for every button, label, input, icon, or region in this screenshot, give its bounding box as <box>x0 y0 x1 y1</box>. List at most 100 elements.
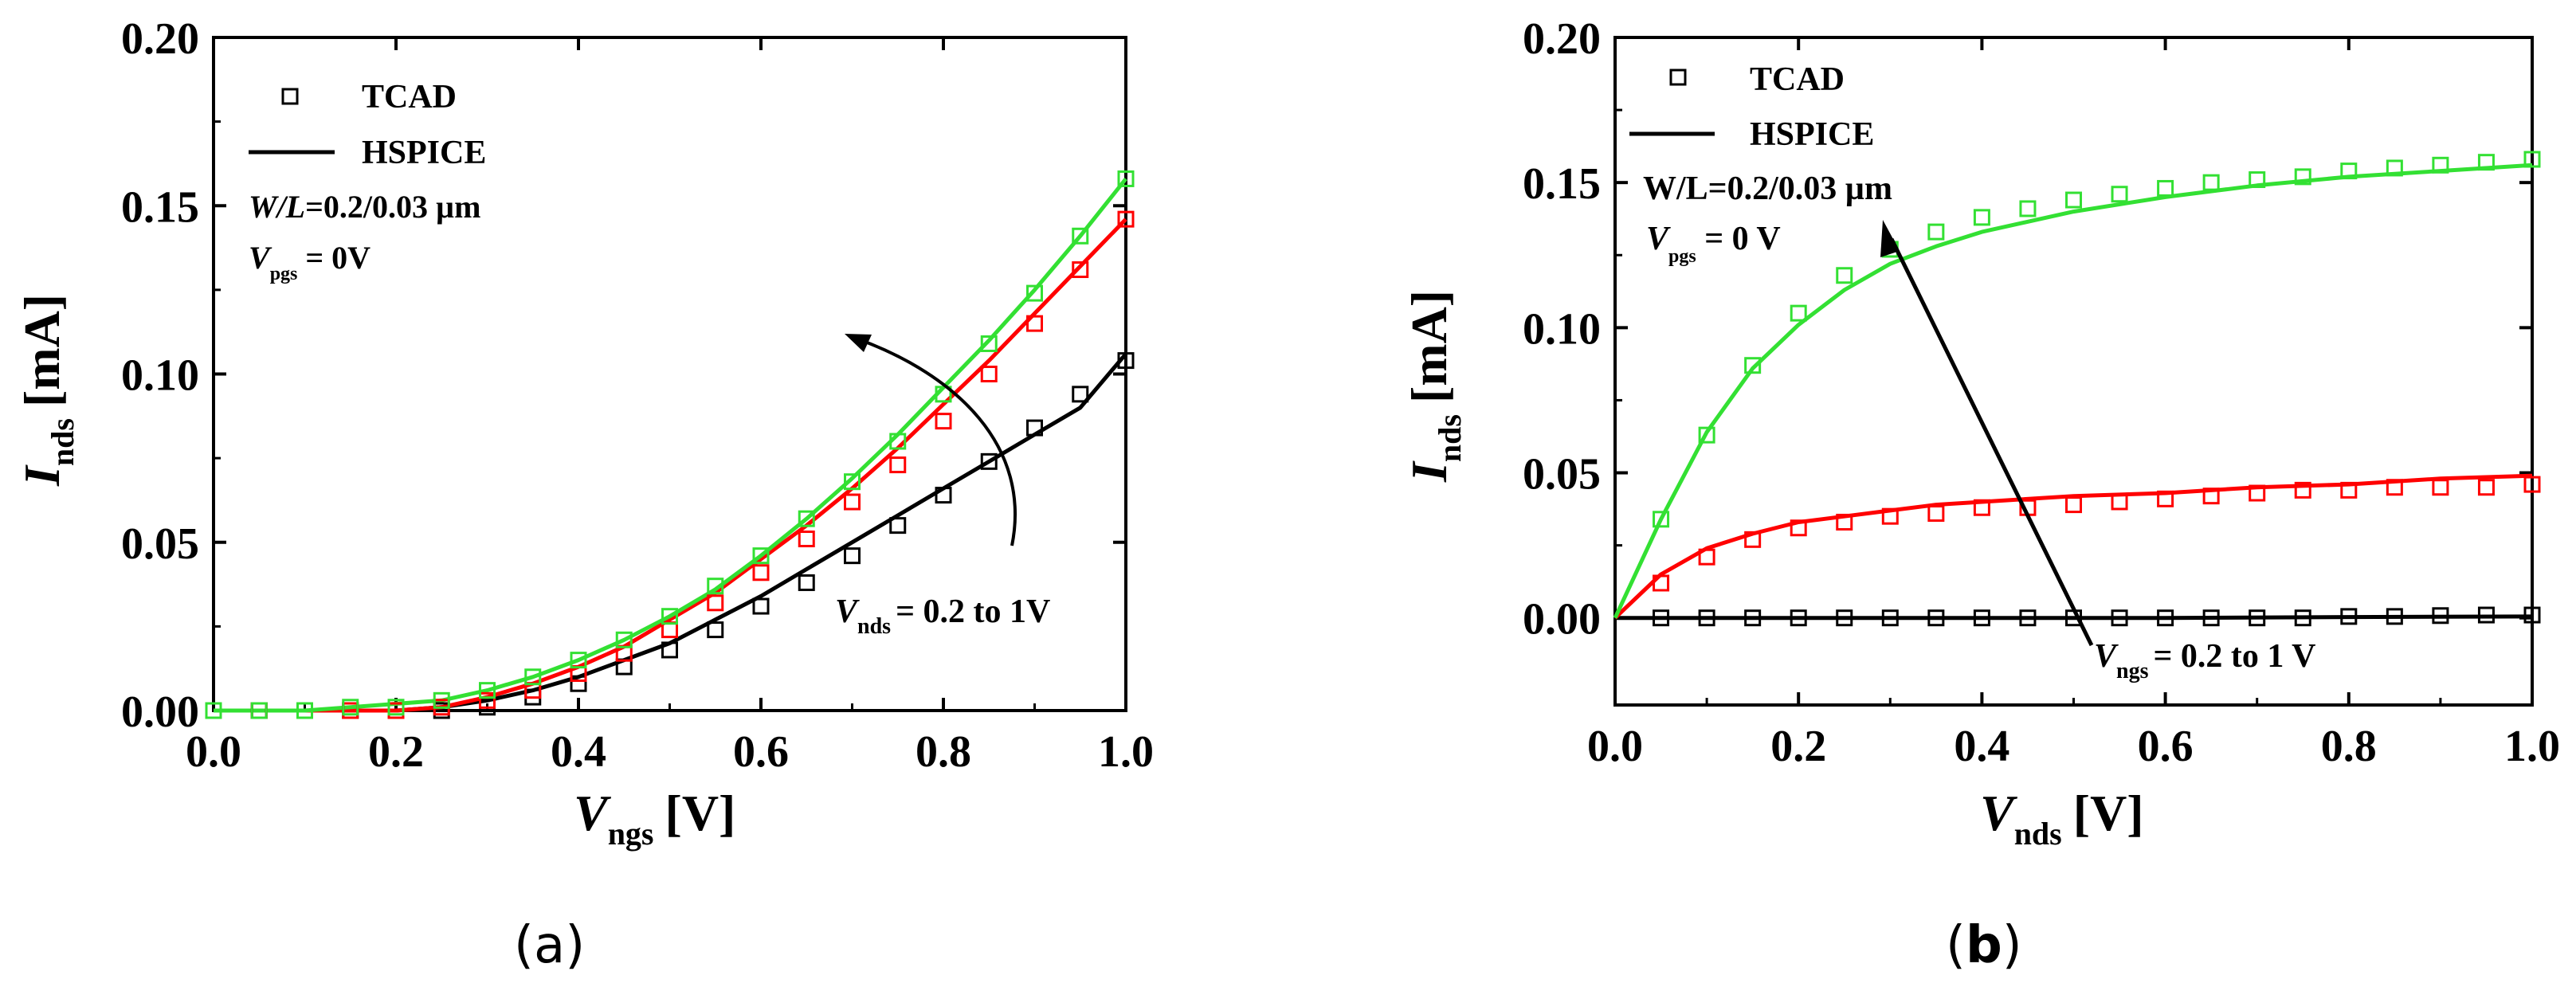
tcad-point-black-b <box>2157 609 2174 627</box>
y-tick-labels-b: 0.00 0.05 0.10 0.15 0.20 <box>1523 14 1601 644</box>
tcad-point-green-a <box>250 702 268 719</box>
tcad-point-green-a <box>524 668 542 686</box>
y-tick-label-a: 0.10 <box>121 351 199 401</box>
y-tick-label-b: 0.00 <box>1523 595 1601 644</box>
tcad-point-green-b <box>2202 174 2220 191</box>
x-tick-label-a: 0.0 <box>186 727 241 777</box>
tcad-point-red-b <box>2386 479 2403 496</box>
x-axis-title-b: Vnds [V] <box>1980 785 2144 852</box>
tcad-point-green-a <box>935 386 952 403</box>
tcad-point-black-b <box>2523 606 2541 624</box>
tcad-point-green-b <box>2157 179 2174 197</box>
tcad-point-black-b <box>2294 609 2311 627</box>
x-tick-label-b: 0.4 <box>1954 722 2009 771</box>
y-tick-label-b: 0.10 <box>1523 304 1601 354</box>
x-tick-label-b: 1.0 <box>2504 722 2560 771</box>
tcad-point-black-b <box>1744 609 1762 627</box>
tcad-point-green-b <box>1744 357 1762 374</box>
series-lines-b <box>1613 163 2533 621</box>
tcad-point-red-b <box>1927 505 1945 523</box>
tcad-point-green-a <box>479 682 496 699</box>
tcad-point-black-a <box>661 641 678 659</box>
tcad-point-black-b <box>1881 609 1899 627</box>
tcad-point-black-b <box>1927 609 1945 627</box>
tcad-point-green-a <box>980 335 998 352</box>
y-tick-label-a: 0.20 <box>121 14 199 64</box>
legend-hspice-label-b: HSPICE <box>1750 116 1874 153</box>
tcad-point-red-b <box>1881 507 1899 525</box>
tcad-point-red-a <box>889 456 907 474</box>
tcad-point-red-a <box>1117 210 1135 228</box>
tcad-point-black-a <box>752 597 770 615</box>
x-axis-title-a: Vngs [V] <box>574 785 735 852</box>
chart-panel-b: 0.000.050.100.150.20 0.0 0.2 0.4 0.6 0.8 1.0 … <box>1401 14 2560 975</box>
tcad-point-green-a <box>707 578 724 595</box>
tcad-point-black-b <box>2340 608 2358 625</box>
tcad-point-red-a <box>798 531 815 548</box>
tcad-point-green-a <box>661 608 678 625</box>
tcad-point-red-b <box>1836 513 1853 531</box>
ticks-b <box>1613 36 2534 705</box>
legend-tcad-label-b: TCAD <box>1750 61 1845 98</box>
vpgs-annotation-a: Vpgs = 0V <box>249 240 371 284</box>
width-length-annotation-b: W/L=0.2/0.03 µm <box>1643 170 1892 207</box>
x-tick-labels-b: 0.0 0.2 0.4 0.6 0.8 1.0 <box>1587 722 2560 771</box>
tcad-point-red-b <box>2065 496 2082 514</box>
tcad-point-green-b <box>2065 191 2082 209</box>
tcad-point-black-a <box>707 621 724 639</box>
caption-a: (a) <box>514 916 585 975</box>
tcad-point-red-b <box>1653 574 1670 592</box>
chart-panel-a: 0.000.050.100.150.20 0.0 0.2 0.4 0.6 0.8 1.0 … <box>14 14 1154 975</box>
tcad-point-green-b <box>1973 209 1990 226</box>
tcad-point-black-a <box>1117 352 1135 370</box>
tcad-point-red-a <box>935 413 952 430</box>
tcad-point-black-b <box>1836 609 1853 627</box>
tcad-point-red-b <box>2111 493 2128 511</box>
tcad-point-black-b <box>2111 609 2128 627</box>
tcad-point-black-a <box>1026 419 1043 437</box>
y-tick-label-b: 0.15 <box>1523 159 1601 209</box>
tcad-point-red-b <box>2249 484 2266 502</box>
x-tick-label-b: 0.6 <box>2138 722 2194 771</box>
series-markers-a <box>205 170 1135 719</box>
tcad-point-black-b <box>1973 609 1990 627</box>
tcad-point-green-b <box>2386 159 2403 177</box>
tcad-point-red-a <box>1026 315 1043 332</box>
tcad-point-green-b <box>1927 223 1945 241</box>
tcad-point-red-a <box>844 493 861 511</box>
tcad-point-green-a <box>1026 284 1043 302</box>
sweep-arrow-b <box>1889 237 2094 647</box>
tcad-point-red-b <box>2202 488 2220 505</box>
tcad-point-red-b <box>1790 519 1807 537</box>
tcad-point-green-a <box>844 473 861 491</box>
tcad-point-red-a <box>752 564 770 582</box>
tcad-point-red-b <box>2294 481 2311 499</box>
sweep-annotation-b: Vngs = 0.2 to 1 V <box>2094 638 2315 683</box>
tcad-point-green-b <box>2019 200 2037 217</box>
tcad-point-green-b <box>1790 304 1807 322</box>
x-tick-label-a: 0.2 <box>368 727 424 777</box>
tcad-point-green-b <box>2432 156 2449 174</box>
tcad-point-black-b <box>2432 607 2449 625</box>
tcad-point-red-a <box>479 691 496 709</box>
series-markers-b <box>1653 151 2541 627</box>
tcad-point-green-b <box>1698 426 1715 444</box>
hspice-line-black-b <box>1615 614 2533 621</box>
x-tick-label-b: 0.0 <box>1587 722 1643 771</box>
tcad-point-black-b <box>1698 609 1715 627</box>
ticks-a <box>212 36 1127 712</box>
tcad-point-green-b <box>2111 186 2128 203</box>
y-tick-label-a: 0.05 <box>121 519 199 569</box>
tcad-point-green-b <box>2477 154 2495 171</box>
y-tick-label-b: 0.20 <box>1523 14 1601 64</box>
vpgs-annotation-b: Vpgs = 0 V <box>1646 221 1781 267</box>
tcad-point-black-b <box>2202 609 2220 627</box>
tcad-point-black-b <box>1790 609 1807 627</box>
tcad-point-red-b <box>2477 479 2495 496</box>
tcad-point-green-b <box>2340 163 2358 180</box>
tcad-point-green-b <box>2294 168 2311 186</box>
tcad-point-black-a <box>1072 386 1089 403</box>
sweep-annotation-a: Vnds = 0.2 to 1V <box>835 593 1050 639</box>
y-tick-label-a: 0.00 <box>121 687 199 737</box>
